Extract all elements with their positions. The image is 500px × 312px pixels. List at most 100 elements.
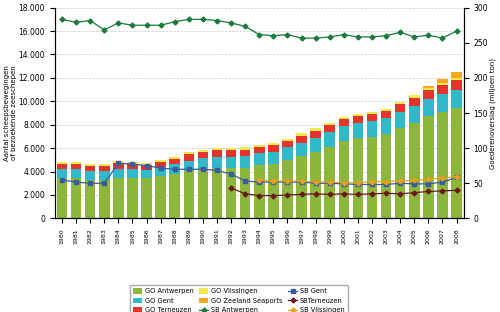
Bar [184,171,194,218]
SBTerneuzen [426,190,432,193]
SBTerneuzen [454,188,460,192]
Bar [71,168,82,178]
Bar [156,176,166,218]
SB Vlissingen [383,180,389,183]
SB Gent [256,180,262,184]
Bar [423,90,434,99]
Bar [212,148,222,150]
Bar [409,95,420,98]
Bar [366,115,378,121]
Bar [381,134,392,218]
SB Gent [158,166,164,170]
SB Vlissingen [284,179,290,183]
SB Antwerpen [355,35,361,39]
Bar [395,102,406,104]
SBTerneuzen [242,192,248,196]
Bar [99,171,110,180]
Bar [324,132,335,147]
Bar [310,138,321,152]
Bar [437,79,448,83]
SB Vlissingen [312,180,318,184]
Bar [423,88,434,90]
Line: SB Antwerpen: SB Antwerpen [60,18,458,40]
Bar [282,160,292,218]
Bar [212,157,222,168]
SB Gent [200,167,206,171]
Bar [268,163,278,218]
Bar [240,168,250,218]
Bar [452,90,462,108]
SB Antwerpen [186,17,192,21]
Bar [423,116,434,218]
SB Gent [312,181,318,185]
SB Gent [116,162,121,165]
SB Gent [270,180,276,184]
SB Antwerpen [158,23,164,27]
Bar [437,94,448,112]
Bar [338,119,349,126]
Bar [366,112,378,115]
Bar [437,112,448,218]
Bar [395,129,406,218]
Bar [99,166,110,171]
Bar [56,168,67,178]
SB Gent [87,181,93,185]
Line: SB Gent: SB Gent [60,162,458,186]
SB Antwerpen [256,33,262,37]
SB Vlissingen [341,181,347,185]
SBTerneuzen [312,192,318,196]
Bar [127,178,138,218]
Bar [366,137,378,218]
Bar [56,163,67,168]
Bar [352,123,363,138]
Bar [324,147,335,218]
SB Gent [242,179,248,183]
SB Antwerpen [228,21,234,25]
Bar [156,162,166,167]
SB Gent [454,176,460,179]
Bar [56,162,67,163]
SB Antwerpen [298,36,304,40]
Bar [184,161,194,171]
Bar [310,131,321,138]
SB Vlissingen [412,178,418,182]
SB Antwerpen [214,19,220,22]
SBTerneuzen [383,191,389,195]
SB Vlissingen [426,177,432,181]
SB Vlissingen [369,180,375,183]
Bar [99,180,110,218]
Bar [254,145,264,147]
Bar [85,163,96,166]
Bar [395,104,406,112]
Bar [71,162,82,163]
Bar [226,150,236,157]
Legend: GO Antwerpen, GO Gent, GO Terneuzen, GO Vlissingen, GO Zeeland Seaports, SB Antw: GO Antwerpen, GO Gent, GO Terneuzen, GO … [130,285,348,312]
Bar [296,135,307,143]
SB Antwerpen [242,25,248,28]
SB Gent [130,162,136,166]
Bar [254,153,264,165]
Bar [127,163,138,168]
Bar [226,148,236,150]
SB Antwerpen [454,29,460,33]
Bar [156,167,166,176]
SB Antwerpen [369,35,375,39]
SBTerneuzen [326,193,332,196]
SB Vlissingen [355,181,361,185]
Bar [268,145,278,152]
Bar [198,158,208,169]
SBTerneuzen [369,192,375,196]
Bar [409,106,420,123]
SB Antwerpen [101,28,107,32]
Bar [113,168,124,178]
Bar [437,83,448,85]
SB Gent [426,182,432,186]
SB Antwerpen [270,34,276,38]
SB Antwerpen [440,36,446,40]
Bar [170,157,180,159]
SB Gent [440,180,446,184]
Bar [324,125,335,132]
SB Antwerpen [200,17,206,21]
Bar [409,98,420,106]
SB Gent [144,164,150,168]
